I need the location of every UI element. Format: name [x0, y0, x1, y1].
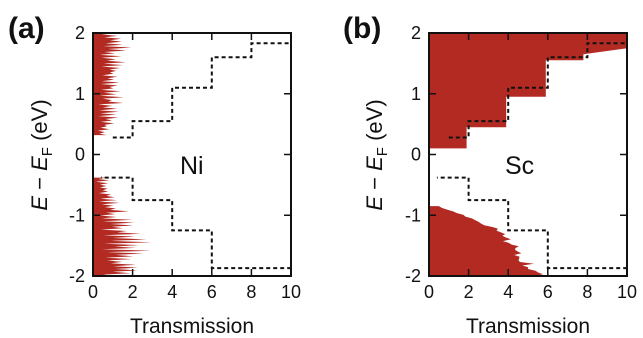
panel-b: (b) 0 2 4 6 8 10 -2 -1 0 1 2 Sc Transmission E − … — [343, 12, 637, 338]
y-tick-label: 2 — [411, 23, 421, 43]
y-tick-label: -2 — [405, 266, 421, 286]
transmission-region-0 — [93, 33, 132, 136]
panel-a-label: (a) — [8, 12, 45, 45]
y-tick-label: 0 — [411, 145, 421, 165]
panel-b-element-label: Sc — [505, 152, 534, 180]
transmission-upper-region — [429, 33, 627, 149]
panel-b-label: (b) — [343, 12, 381, 45]
panel-a-transmission-fill — [93, 33, 152, 276]
x-tick-label: 8 — [246, 282, 256, 302]
x-tick-label: 4 — [503, 282, 513, 302]
x-tick-label: 2 — [128, 282, 138, 302]
panel-a-y-title: E − EF (eV) — [27, 99, 56, 210]
panel-b-y-title: E − EF (eV) — [362, 99, 391, 210]
x-tick-label: 10 — [617, 282, 637, 302]
panel-b-x-ticks: 0 2 4 6 8 10 — [424, 33, 637, 302]
transmission-region-1 — [93, 177, 152, 276]
y-tick-label: -2 — [69, 266, 85, 286]
y-tick-label: 1 — [75, 84, 85, 104]
panel-a-x-title: Transmission — [130, 315, 254, 338]
x-tick-label: 10 — [281, 282, 301, 302]
x-tick-label: 0 — [424, 282, 434, 302]
y-tick-label: -1 — [69, 205, 85, 225]
x-tick-label: 0 — [88, 282, 98, 302]
x-tick-label: 6 — [543, 282, 553, 302]
transmission-lower-region — [429, 206, 544, 276]
panel-a: (a) 0 2 4 6 8 10 -2 -1 0 1 2 Ni Transmission E − … — [8, 12, 301, 338]
y-tick-label: 1 — [411, 84, 421, 104]
x-tick-label: 2 — [464, 282, 474, 302]
panel-a-element-label: Ni — [180, 152, 204, 180]
panel-a-y-ticks: -2 -1 0 1 2 — [69, 23, 291, 286]
y-tick-label: 2 — [75, 23, 85, 43]
x-tick-label: 6 — [207, 282, 217, 302]
panel-b-x-title: Transmission — [466, 315, 590, 338]
panel-b-y-ticks: -2 -1 0 1 2 — [405, 23, 627, 286]
panel-b-transmission-fill — [429, 33, 627, 276]
x-tick-label: 8 — [582, 282, 592, 302]
y-tick-label: 0 — [75, 145, 85, 165]
x-tick-label: 4 — [167, 282, 177, 302]
panel-a-x-ticks: 0 2 4 6 8 10 — [88, 33, 301, 302]
y-tick-label: -1 — [405, 205, 421, 225]
